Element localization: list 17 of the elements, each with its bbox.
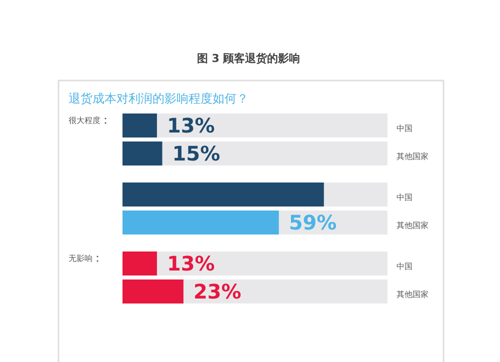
text: 中国	[396, 193, 412, 202]
text: 其他国家	[396, 152, 428, 161]
bar	[122, 114, 157, 138]
data-label: 59%	[288, 210, 337, 234]
text: 中国	[396, 124, 412, 133]
text: 退货成本对利润的影响程度如何？	[68, 92, 248, 106]
y-tick-label: 无影响	[68, 254, 92, 263]
data-label: 13%	[166, 252, 215, 276]
text: 其他国家	[396, 290, 428, 299]
chart-title: 图 3 顾客退货的影响	[196, 52, 300, 65]
bar	[122, 280, 184, 304]
data-label: 13%	[166, 114, 215, 138]
data-label: 15%	[172, 142, 220, 166]
text: 其他国家	[396, 221, 428, 230]
y-tick-label: 很大程度	[68, 116, 100, 125]
text: 中国	[396, 262, 412, 271]
data-label: 23%	[193, 280, 242, 304]
